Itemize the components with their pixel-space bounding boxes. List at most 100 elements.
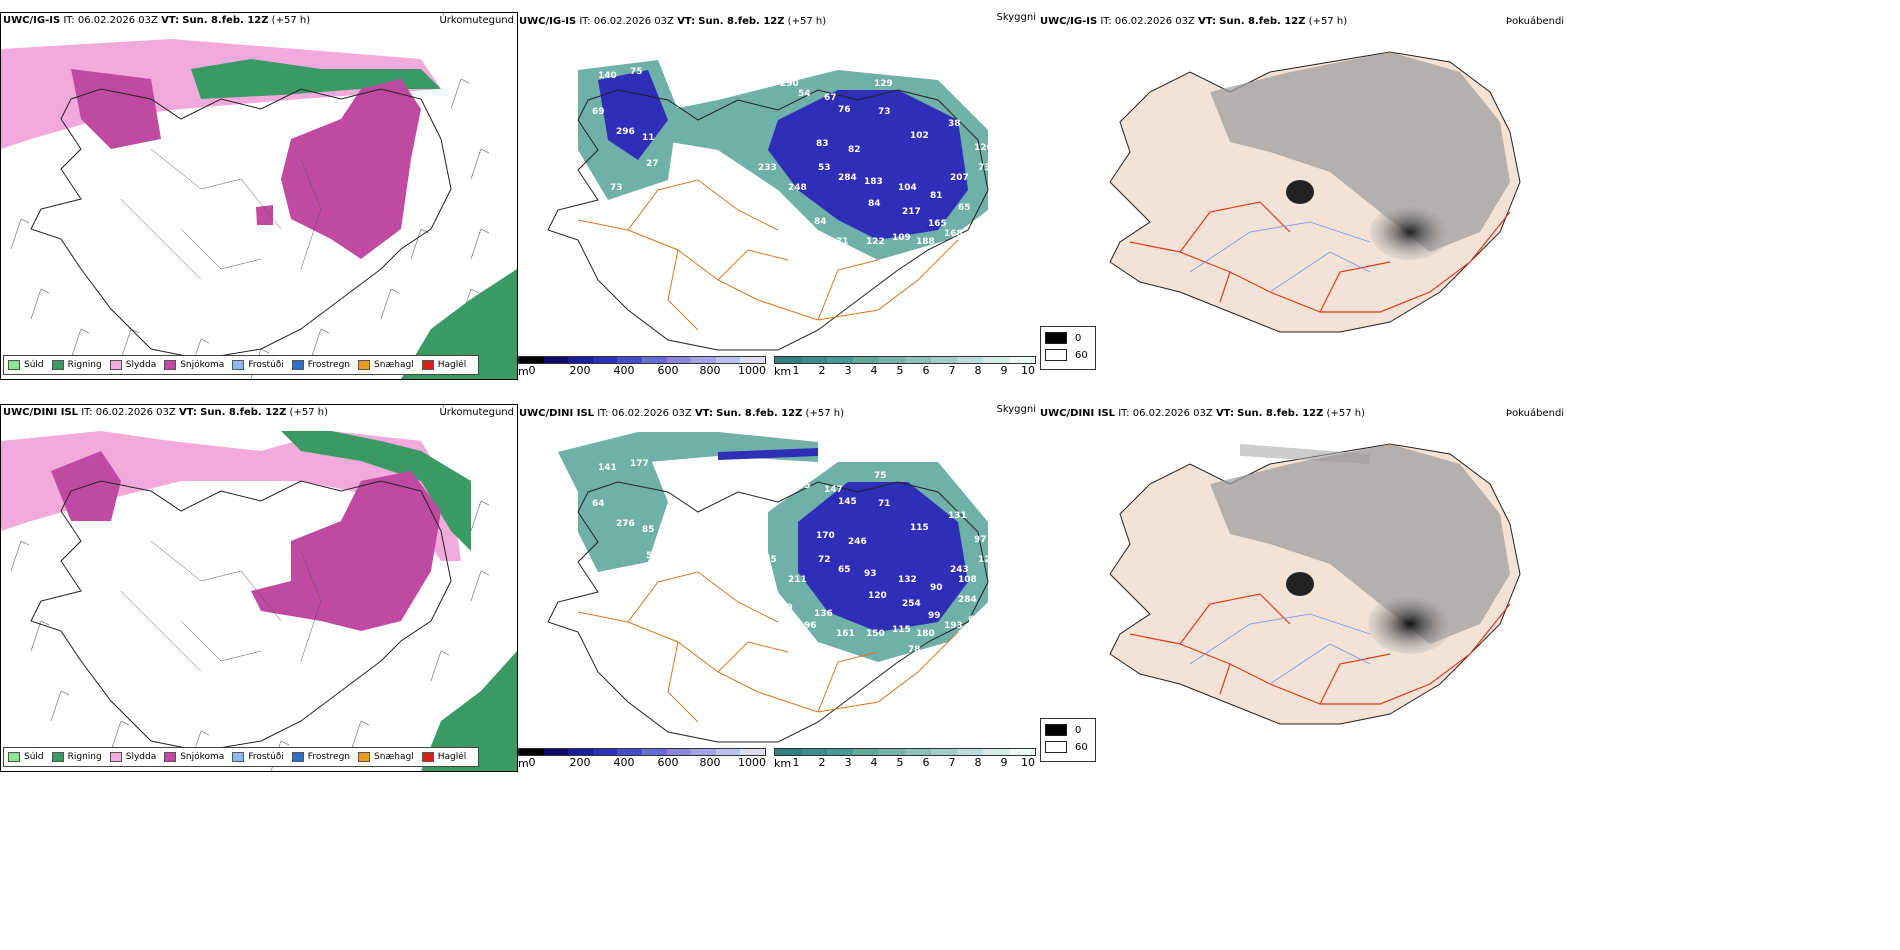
fog-low: 60 [1075, 349, 1088, 361]
vis-colorbar [774, 356, 1036, 364]
visibility-value-label: 69 [592, 107, 605, 117]
legend-item: Snæhagl [358, 752, 414, 762]
vis-ticks: 1 2 3 4 5 6 7 8 9 10 [774, 364, 1036, 378]
lead-time: (+57 h) [1326, 408, 1365, 419]
panel-header: UWC/DINI ISL IT: 06.02.2026 03Z VT: Sun.… [519, 408, 844, 419]
valid-label: VT: [161, 15, 180, 26]
visibility-panel-top: UWC/IG-IS IT: 06.02.2026 03Z VT: Sun. 8.… [518, 12, 1038, 382]
legend-item: Haglél [421, 752, 466, 762]
visibility-value-label: 160 [702, 243, 721, 253]
visibility-value-label: 76 [838, 105, 851, 115]
valid-time: Sun. 8.feb. 12Z [1219, 16, 1306, 27]
legend-swatch [358, 360, 371, 370]
fog-gray-north [1210, 444, 1510, 644]
legend-label: Snæhagl [374, 752, 414, 762]
valid-label: VT: [694, 408, 713, 419]
visibility-value-label: 108 [958, 575, 977, 585]
ceiling-scale: m 0 200 400 600 800 1000 [518, 748, 766, 770]
visibility-value-label: 72 [804, 229, 817, 239]
visibility-value-label: 180 [916, 629, 935, 639]
fog-panel-bottom: UWC/DINI ISL IT: 06.02.2026 03Z VT: Sun.… [1040, 404, 1900, 744]
visibility-value-label: 59 [646, 551, 659, 561]
precip-panel-bottom: UWC/DINI ISL IT: 06.02.2026 03Z VT: Sun.… [0, 404, 518, 772]
tick-label: 8 [974, 756, 982, 769]
tick-label: 0 [528, 756, 536, 769]
snow-area-nw [71, 69, 161, 149]
rain-area [281, 431, 471, 551]
visibility-value-label: 90 [930, 583, 943, 593]
visibility-value-label: 84 [814, 217, 827, 227]
visibility-value-label: 233 [758, 163, 777, 173]
visibility-value-label: 132 [898, 575, 917, 585]
visibility-value-label: 75 [874, 471, 887, 481]
valid-time: Sun. 8.feb. 12Z [698, 16, 785, 27]
rivers [120, 540, 322, 672]
valid-time: Sun. 8.feb. 12Z [716, 408, 803, 419]
visibility-value-label: 78 [718, 565, 731, 575]
legend-label: Súld [24, 360, 44, 370]
visibility-value-label: 217 [902, 207, 921, 217]
fog-dark-spot [1286, 572, 1314, 596]
fog-panel-top: UWC/IG-IS IT: 06.02.2026 03Z VT: Sun. 8.… [1040, 12, 1900, 352]
visibility-value-label: 92 [754, 463, 767, 473]
fog-dark-core [1370, 204, 1450, 260]
legend-swatch [8, 752, 20, 762]
rivers [1189, 613, 1371, 685]
vis-teal-nw [578, 452, 668, 572]
legend-item: Snæhagl [358, 360, 414, 370]
visibility-value-label: 82 [848, 145, 861, 155]
legend-label: Slydda [125, 360, 157, 370]
legend-swatch [291, 360, 304, 370]
roads [577, 571, 959, 723]
visibility-value-label: 104 [898, 183, 917, 193]
snow-area-small [256, 205, 273, 225]
visibility-value-label: 27 [646, 159, 659, 169]
precip-map [1, 431, 517, 771]
visibility-value-label: 99 [928, 611, 941, 621]
visibility-value-label: 136 [814, 609, 833, 619]
fog-high: 0 [1075, 332, 1082, 344]
legend-swatch [51, 752, 64, 762]
fog-swatch [1045, 332, 1067, 344]
roads [1129, 593, 1511, 705]
visibility-value-label: 211 [788, 575, 807, 585]
panel-header: UWC/DINI ISL IT: 06.02.2026 03Z VT: Sun.… [3, 407, 328, 418]
tick-label: 8 [974, 364, 982, 377]
visibility-value-label: 120 [610, 575, 629, 585]
visibility-value-label: 81 [930, 191, 943, 201]
visibility-value-label: 246 [848, 537, 867, 547]
tick-label: 400 [613, 364, 635, 377]
fog-legend-row: 60 [1045, 349, 1091, 361]
precip-legend: Súld Rigning Slydda Snjókoma Frostúði Fr… [3, 747, 480, 767]
rivers [120, 148, 322, 280]
visibility-value-label: 199 [688, 611, 707, 621]
model-name: UWC/DINI ISL [1040, 408, 1116, 419]
visibility-value-label: 73 [978, 163, 991, 173]
visibility-value-label: 248 [788, 183, 807, 193]
visibility-value-label: 119 [656, 585, 675, 595]
visibility-value-label: 165 [928, 219, 947, 229]
panel-header: UWC/IG-IS IT: 06.02.2026 03Z VT: Sun. 8.… [3, 15, 310, 26]
fog-swatch [1045, 741, 1067, 753]
visibility-value-label: 81 [708, 535, 721, 545]
tick-label: 7 [948, 756, 956, 769]
ceiling-unit: m [518, 757, 529, 770]
visibility-value-label: 115 [892, 625, 911, 635]
model-name: UWC/DINI ISL [519, 408, 595, 419]
visibility-value-label: 126 [974, 143, 993, 153]
valid-time: Sun. 8.feb. 12Z [1237, 408, 1324, 419]
ceiling-ticks: 0 200 400 600 800 1000 [518, 756, 767, 770]
legend-label: Frostúði [248, 752, 284, 762]
snow-area-ne [281, 79, 421, 259]
visibility-value-label: 84 [688, 219, 701, 229]
legend-label: Snjókoma [180, 752, 225, 762]
visibility-value-label: 73 [610, 183, 623, 193]
visibility-value-label: 75 [630, 67, 643, 77]
model-name: UWC/IG-IS [3, 15, 61, 26]
visibility-value-label: 115 [910, 523, 929, 533]
visibility-value-label: 180 [780, 471, 799, 481]
legend-item: Slydda [109, 360, 157, 370]
tick-label: 3 [844, 364, 852, 377]
visibility-value-label: 170 [816, 531, 835, 541]
